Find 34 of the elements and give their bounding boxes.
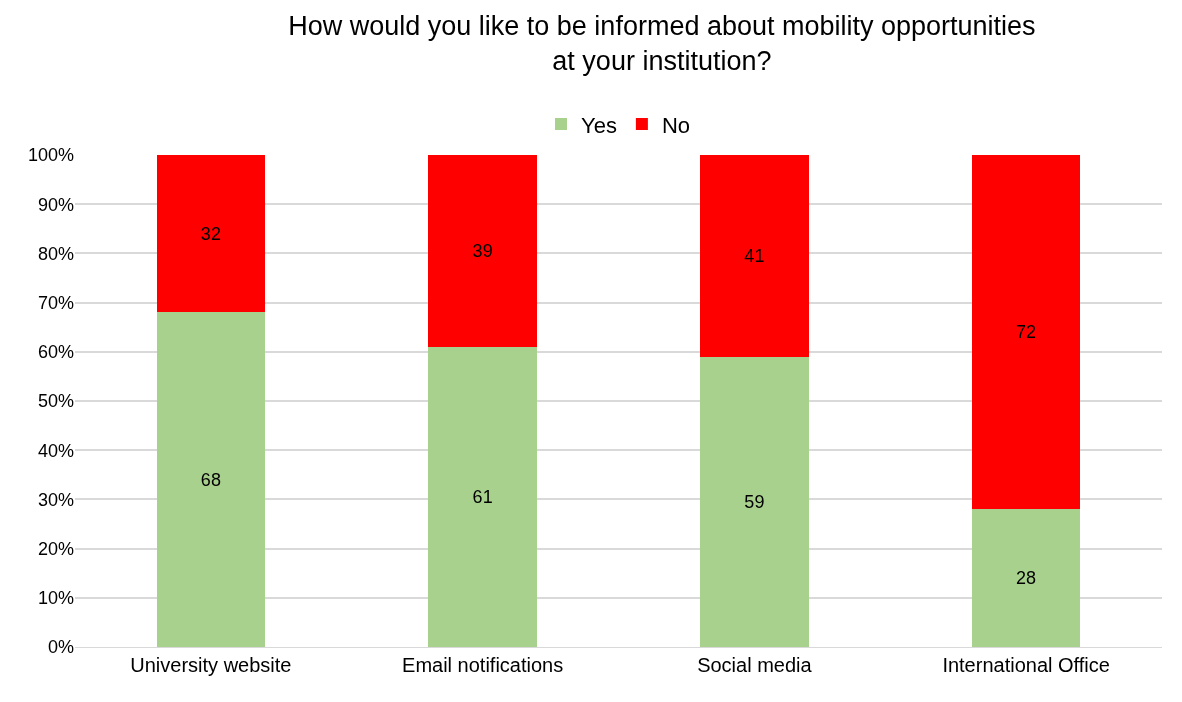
bar xyxy=(156,312,266,647)
y-tick-label: 30% xyxy=(37,489,74,510)
y-tick-label: 0% xyxy=(47,637,74,658)
y-tick-label: 80% xyxy=(37,243,74,264)
y-tick-label: 60% xyxy=(37,342,74,363)
chart-title: How would you like to be informed about mobility opportunities at your institution? xyxy=(288,11,1036,77)
data-label: 28 xyxy=(1016,568,1037,589)
y-tick-label: 10% xyxy=(37,588,74,609)
x-tick-label: Social media xyxy=(697,654,813,676)
bar xyxy=(700,356,809,647)
legend-label: No xyxy=(661,112,691,138)
y-tick-label: 70% xyxy=(37,292,74,313)
data-label: 32 xyxy=(200,223,221,244)
y-tick-label: 50% xyxy=(37,391,74,412)
bar xyxy=(971,155,1081,510)
data-label: 61 xyxy=(472,486,493,507)
y-tick-label: 20% xyxy=(37,538,74,559)
bar xyxy=(428,155,537,347)
data-label: 39 xyxy=(472,240,493,261)
bar xyxy=(700,155,809,357)
x-tick-label: International Office xyxy=(942,654,1110,676)
bar xyxy=(156,155,266,313)
data-label: 68 xyxy=(200,469,221,490)
data-label: 59 xyxy=(744,491,765,512)
legend-label: Yes xyxy=(581,112,617,138)
bar xyxy=(428,346,537,647)
y-tick-label: 100% xyxy=(27,145,74,166)
data-label: 41 xyxy=(744,245,765,266)
y-tick-label: 90% xyxy=(37,194,74,215)
x-tick-label: Email notifications xyxy=(402,654,564,676)
data-label: 72 xyxy=(1016,322,1037,343)
bar xyxy=(971,509,1081,647)
y-tick-label: 40% xyxy=(37,440,74,461)
x-tick-label: University website xyxy=(130,654,292,676)
